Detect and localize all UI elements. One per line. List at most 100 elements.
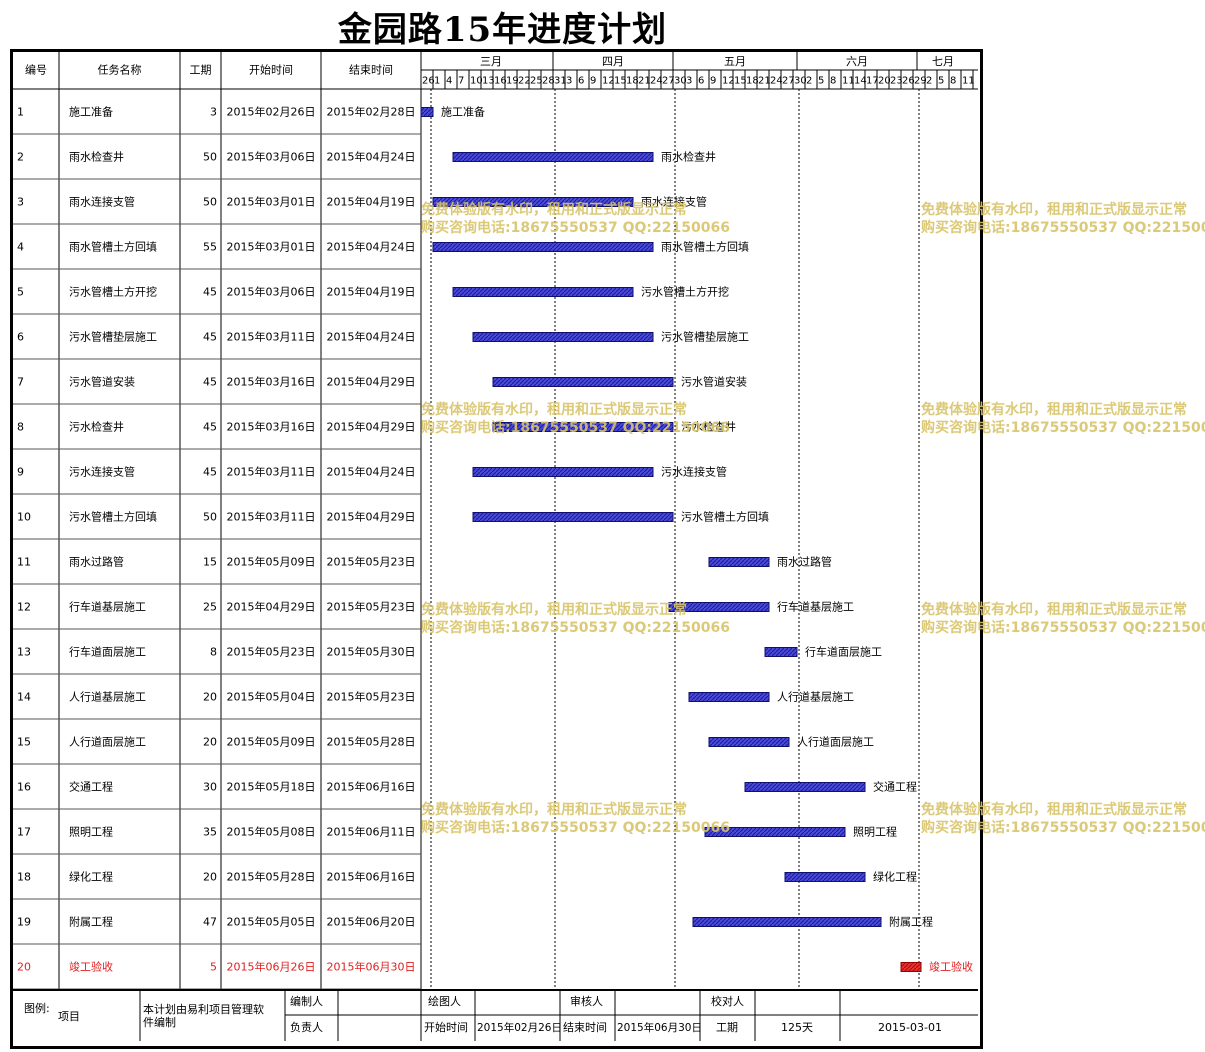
cell-id: 9 [17,466,24,479]
cell-start: 2015年02月26日 [227,105,316,119]
cell-id: 6 [17,331,24,344]
chart-frame [10,49,983,1049]
cell-task-name: 人行道基层施工 [69,690,146,704]
month-label: 七月 [932,55,954,68]
cell-end: 2015年05月23日 [327,600,416,614]
day-tick-label: 4 [446,76,452,87]
day-tick-label: 6 [698,76,704,87]
day-tick-label: 16 [494,76,507,87]
bar-label: 行车道基层施工 [777,600,854,614]
header-duration: 工期 [190,64,212,77]
day-tick-label: 21 [638,76,651,87]
cell-task-name: 污水管槽土方回填 [69,510,157,524]
month-label: 五月 [724,55,746,68]
cell-id: 15 [17,736,31,749]
header-start: 开始时间 [249,63,293,77]
footer-label: 校对人 [711,994,744,1008]
cell-end: 2015年05月30日 [327,645,416,659]
gantt-bar [668,602,770,612]
gantt-bar [472,332,654,342]
cell-duration: 45 [203,376,217,389]
cell-duration: 20 [203,871,217,884]
bar-label: 污水连接支管 [661,465,727,479]
cell-id: 8 [17,421,24,434]
gantt-bar [432,242,654,252]
day-tick-label: 15 [614,76,627,87]
cell-task-name: 雨水过路管 [69,555,124,569]
cell-start: 2015年03月06日 [227,285,316,299]
cell-task-name: 交通工程 [69,780,113,794]
cell-duration: 50 [203,511,217,524]
header-id: 编号 [25,63,47,77]
footer-label: 编制人 [290,994,323,1008]
cell-duration: 45 [203,466,217,479]
day-tick-label: 20 [878,76,891,87]
cell-task-name: 绿化工程 [69,870,113,884]
cell-task-name: 行车道面层施工 [69,645,146,659]
day-tick-label: 3 [566,76,572,87]
header-end: 结束时间 [349,64,393,77]
day-tick-label: 27 [662,76,675,87]
bar-label: 雨水管槽土方回填 [661,240,749,254]
footer-label: 绘图人 [428,994,461,1008]
cell-start: 2015年05月18日 [227,780,316,794]
cell-task-name: 雨水管槽土方回填 [69,240,157,254]
footer-label: 审核人 [570,994,603,1008]
bar-label: 污水管槽土方回填 [681,510,769,524]
day-tick-label: 3 [686,76,692,87]
cell-start: 2015年03月01日 [227,195,316,209]
chart-title: 金园路15年进度计划 [337,10,668,50]
cell-duration: 20 [203,736,217,749]
gantt-bar [452,152,654,162]
cell-duration: 50 [203,151,217,164]
gantt-bar [708,737,790,747]
gantt-bar [704,827,846,837]
cell-start: 2015年03月16日 [227,375,316,389]
cell-duration: 47 [203,916,217,929]
cell-id: 4 [17,241,24,254]
day-tick-label: 18 [746,76,759,87]
cell-duration: 45 [203,331,217,344]
day-tick-label: 24 [770,76,783,87]
gantt-bar [688,692,770,702]
footer-label: 负责人 [290,1020,323,1034]
cell-id: 5 [17,286,24,299]
footer-label: 开始时间 [424,1020,468,1034]
cell-start: 2015年03月11日 [227,510,316,524]
day-tick-label: 6 [578,76,584,87]
cell-duration: 45 [203,286,217,299]
cell-task-name: 污水管道安装 [69,375,135,389]
day-tick-label: 17 [866,76,879,87]
cell-end: 2015年04月24日 [327,150,416,164]
day-tick-label: 10 [470,76,483,87]
cell-task-name: 污水连接支管 [69,465,135,479]
cell-end: 2015年05月28日 [327,735,416,749]
day-tick-label: 23 [890,76,903,87]
cell-end: 2015年05月23日 [327,690,416,704]
footer-value: 2015-03-01 [878,1021,942,1034]
cell-end: 2015年06月11日 [327,825,416,839]
day-tick-label: 26 [902,76,915,87]
cell-start: 2015年03月16日 [227,420,316,434]
footer-value: 2015年02月26日 [477,1021,562,1034]
day-tick-label: 22 [518,76,531,87]
cell-end: 2015年06月20日 [327,915,416,929]
day-tick-label: 13 [482,76,495,87]
day-tick-label: 8 [830,76,836,87]
day-tick-label: 7 [458,76,464,87]
cell-task-name: 行车道基层施工 [69,600,146,614]
day-tick-label: 19 [506,76,519,87]
cell-task-name: 附属工程 [69,915,113,929]
bar-label: 附属工程 [889,915,933,929]
footer-value: 125天 [781,1021,813,1034]
gantt-bar [420,107,434,117]
cell-task-name: 污水管槽垫层施工 [69,330,157,344]
cell-end: 2015年04月24日 [327,240,416,254]
cell-end: 2015年04月19日 [327,195,416,209]
cell-start: 2015年03月06日 [227,150,316,164]
cell-end: 2015年06月16日 [327,780,416,794]
footer-label: 结束时间 [563,1021,607,1034]
bar-label: 雨水过路管 [777,555,832,569]
cell-start: 2015年05月09日 [227,735,316,749]
